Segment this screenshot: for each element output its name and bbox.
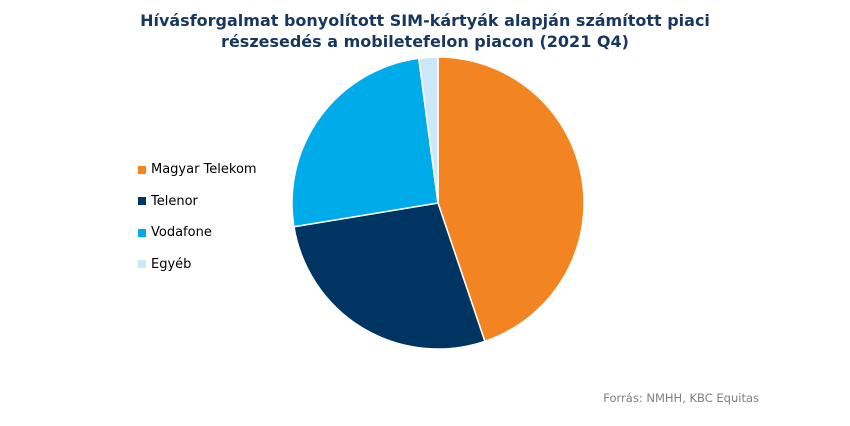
legend-item-vodafone: Vodafone xyxy=(138,217,257,249)
legend-label-magyar-telekom: Magyar Telekom xyxy=(151,162,257,178)
pie-slice-magyar-telekom xyxy=(437,56,585,343)
legend-item-telenor: Telenor xyxy=(138,186,257,218)
legend-item-egyeb: Egyéb xyxy=(138,249,257,281)
legend-label-telenor: Telenor xyxy=(151,193,198,209)
legend-swatch-telenor xyxy=(138,197,146,206)
chart-title-line-1: Hívásforgalmat bonyolított SIM-kártyák a… xyxy=(140,11,710,30)
legend-swatch-vodafone xyxy=(138,228,146,237)
pie-slice-vodafone xyxy=(291,57,439,228)
pie-slice-telenor xyxy=(293,202,486,350)
legend-swatch-egyeb xyxy=(138,260,146,269)
chart-title-line-2: részesedés a mobiletefelon piacon (2021 … xyxy=(221,32,629,51)
legend-swatch-magyar-telekom xyxy=(138,165,146,174)
chart-title: Hívásforgalmat bonyolított SIM-kártyák a… xyxy=(0,10,850,52)
legend-label-egyeb: Egyéb xyxy=(151,256,192,272)
legend-label-vodafone: Vodafone xyxy=(151,225,212,241)
legend-item-magyar-telekom: Magyar Telekom xyxy=(138,154,257,186)
legend: Magyar Telekom Telenor Vodafone Egyéb xyxy=(138,154,257,280)
source-note: Forrás: NMHH, KBC Equitas xyxy=(603,391,759,405)
pie-slice-egyeb xyxy=(417,56,439,204)
